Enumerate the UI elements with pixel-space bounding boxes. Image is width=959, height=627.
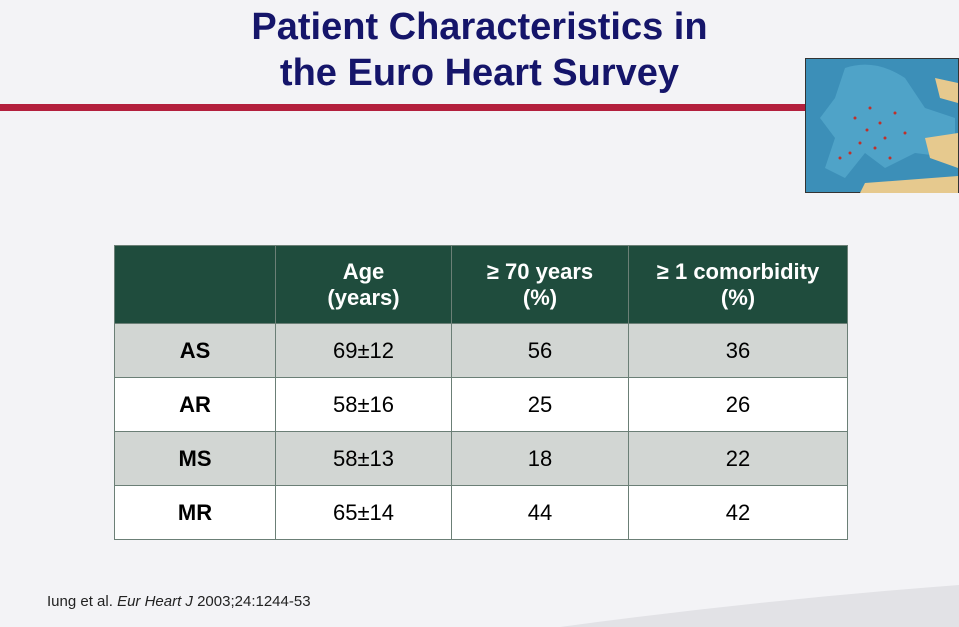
header-line: ≥ 1 comorbidity (656, 258, 820, 284)
title-rule (0, 104, 806, 111)
table-cell: 42 (628, 485, 848, 540)
corner-cell (114, 245, 276, 324)
citation-journal: Eur Heart J (117, 593, 193, 610)
table-cell: 22 (628, 431, 848, 486)
table-row: MR 65±14 44 42 (114, 485, 848, 540)
table-cell: 56 (451, 323, 629, 378)
header-line: Age (342, 258, 385, 284)
table-cell: 69±12 (275, 323, 452, 378)
table-cell: 36 (628, 323, 848, 378)
header-row: Age (years) ≥ 70 years (%) ≥ 1 comorbidity… (114, 245, 848, 324)
column-header: ≥ 1 comorbidity (%) (628, 245, 848, 324)
citation-authors: Iung et al. (47, 593, 113, 610)
table-row: AS 69±12 56 36 (114, 323, 848, 378)
row-header: AR (114, 377, 276, 432)
header-line: (years) (327, 284, 400, 310)
citation: Iung et al. Eur Heart J 2003;24:1244-53 (47, 593, 311, 610)
table-cell: 58±13 (275, 431, 452, 486)
table-cell: 44 (451, 485, 629, 540)
row-header: AS (114, 323, 276, 378)
column-header: Age (years) (275, 245, 452, 324)
row-header: MS (114, 431, 276, 486)
patient-table: Age (years) ≥ 70 years (%) ≥ 1 comorbidity… (114, 245, 848, 540)
table-body: AS 69±12 56 36 AR 58±16 25 26 MS 58±13 18 22 MR 65±14… (114, 323, 848, 540)
table-cell: 26 (628, 377, 848, 432)
europe-map (805, 58, 959, 193)
slide-title: Patient Characteristics in the Euro Hear… (0, 4, 959, 96)
table-row: AR 58±16 25 26 (114, 377, 848, 432)
table-cell: 58±16 (275, 377, 452, 432)
header-line: (%) (522, 284, 558, 310)
table-cell: 65±14 (275, 485, 452, 540)
title-line: Patient Characteristics in (251, 6, 708, 48)
row-header: MR (114, 485, 276, 540)
table-row: MS 58±13 18 22 (114, 431, 848, 486)
header-line: (%) (720, 284, 756, 310)
table-cell: 18 (451, 431, 629, 486)
table-cell: 25 (451, 377, 629, 432)
citation-details: 2003;24:1244-53 (197, 593, 311, 610)
title-line: the Euro Heart Survey (279, 52, 680, 94)
column-header: ≥ 70 years (%) (451, 245, 629, 324)
header-line: ≥ 70 years (486, 258, 594, 284)
